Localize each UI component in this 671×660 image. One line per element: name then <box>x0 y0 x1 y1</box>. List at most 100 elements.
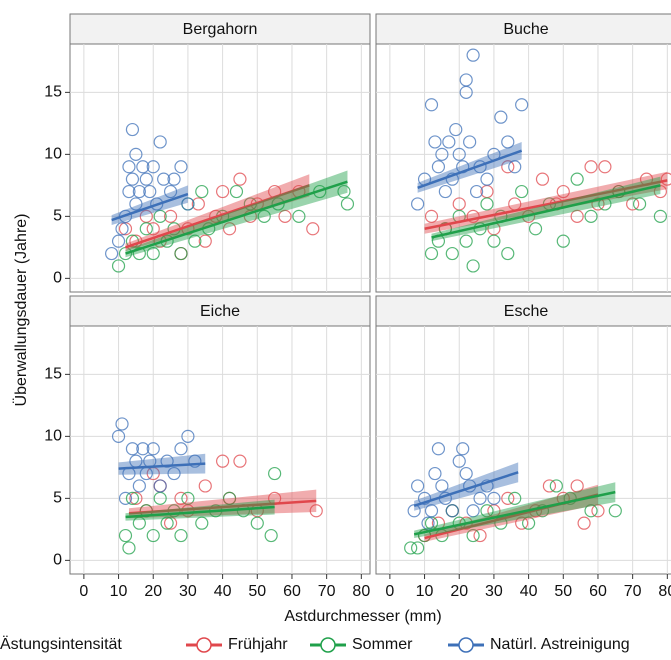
x-axis-label: Astdurchmesser (mm) <box>284 608 441 625</box>
trend-line <box>431 184 661 239</box>
point <box>591 197 605 211</box>
point <box>508 160 522 174</box>
point <box>438 184 452 199</box>
point <box>125 234 140 248</box>
point <box>264 528 278 543</box>
x-tick-label: 60 <box>283 583 301 600</box>
panel-title: Eiche <box>200 303 240 320</box>
point <box>132 479 146 493</box>
point <box>229 184 244 199</box>
x-tick-label: 40 <box>520 583 538 600</box>
x-tick-label: 20 <box>144 583 162 600</box>
y-tick-label: 5 <box>53 490 62 507</box>
point <box>268 466 282 481</box>
x-tick-label: 20 <box>450 583 468 600</box>
legend-label: Sommer <box>352 636 413 653</box>
point <box>129 147 143 161</box>
point <box>174 246 188 261</box>
point <box>466 259 480 273</box>
point <box>174 160 188 174</box>
point <box>452 147 466 161</box>
x-tick-label: 70 <box>624 583 642 600</box>
x-tick-label: 0 <box>385 583 394 600</box>
point <box>584 504 598 518</box>
point <box>480 197 494 211</box>
point <box>522 516 536 530</box>
legend-swatch <box>320 637 336 653</box>
point <box>132 246 146 261</box>
point <box>435 479 449 493</box>
point <box>115 417 129 431</box>
point <box>404 541 418 555</box>
point <box>163 184 178 199</box>
y-tick-label: 5 <box>53 208 62 225</box>
point <box>136 442 150 456</box>
x-tick-label: 30 <box>179 583 197 600</box>
plot-area <box>69 43 371 293</box>
point <box>480 504 494 518</box>
confidence-band <box>118 453 206 475</box>
trend-line <box>118 462 206 470</box>
point <box>459 234 473 248</box>
point <box>122 184 136 199</box>
point <box>111 259 126 273</box>
point <box>153 479 167 493</box>
point <box>466 504 480 518</box>
point <box>129 491 143 505</box>
point <box>466 528 480 543</box>
y-tick-label: 0 <box>53 552 62 569</box>
point <box>139 172 153 186</box>
point <box>216 454 230 468</box>
legend-swatch <box>196 637 212 653</box>
point <box>188 234 202 248</box>
point <box>146 222 160 236</box>
point <box>136 160 150 174</box>
point <box>125 491 140 505</box>
point <box>449 122 463 137</box>
trend-line <box>125 505 275 519</box>
point <box>278 209 292 223</box>
point <box>417 491 432 505</box>
point <box>480 479 494 493</box>
point <box>309 504 323 518</box>
point <box>501 160 515 174</box>
point <box>337 184 351 199</box>
point <box>122 541 136 555</box>
point <box>163 516 178 530</box>
point <box>653 209 667 223</box>
y-tick-label: 10 <box>44 146 62 163</box>
point <box>584 160 598 174</box>
point <box>556 234 570 248</box>
point <box>452 454 466 468</box>
point <box>542 479 557 493</box>
point <box>174 491 188 505</box>
point <box>174 528 188 543</box>
y-tick-label: 15 <box>44 84 62 101</box>
point <box>132 184 146 199</box>
trend-line <box>128 499 317 515</box>
point <box>515 516 529 530</box>
strip <box>69 295 371 327</box>
point <box>528 222 543 236</box>
point <box>125 172 140 186</box>
point <box>445 504 459 518</box>
point <box>271 197 285 211</box>
point <box>292 209 306 223</box>
trend-line <box>125 180 348 255</box>
plot-area <box>69 325 371 575</box>
x-tick-label: 10 <box>110 583 128 600</box>
x-tick-label: 70 <box>318 583 336 600</box>
point <box>424 246 439 261</box>
point <box>122 160 136 174</box>
x-tick-label: 0 <box>79 583 88 600</box>
trend-line <box>125 184 310 249</box>
point <box>111 234 126 248</box>
point <box>570 172 584 186</box>
trend-line <box>413 471 519 507</box>
y-axis-label: Überwallungsdauer (Jahre) <box>12 214 30 407</box>
point <box>584 209 598 223</box>
point <box>129 197 143 211</box>
point <box>442 135 456 149</box>
point <box>598 160 612 174</box>
